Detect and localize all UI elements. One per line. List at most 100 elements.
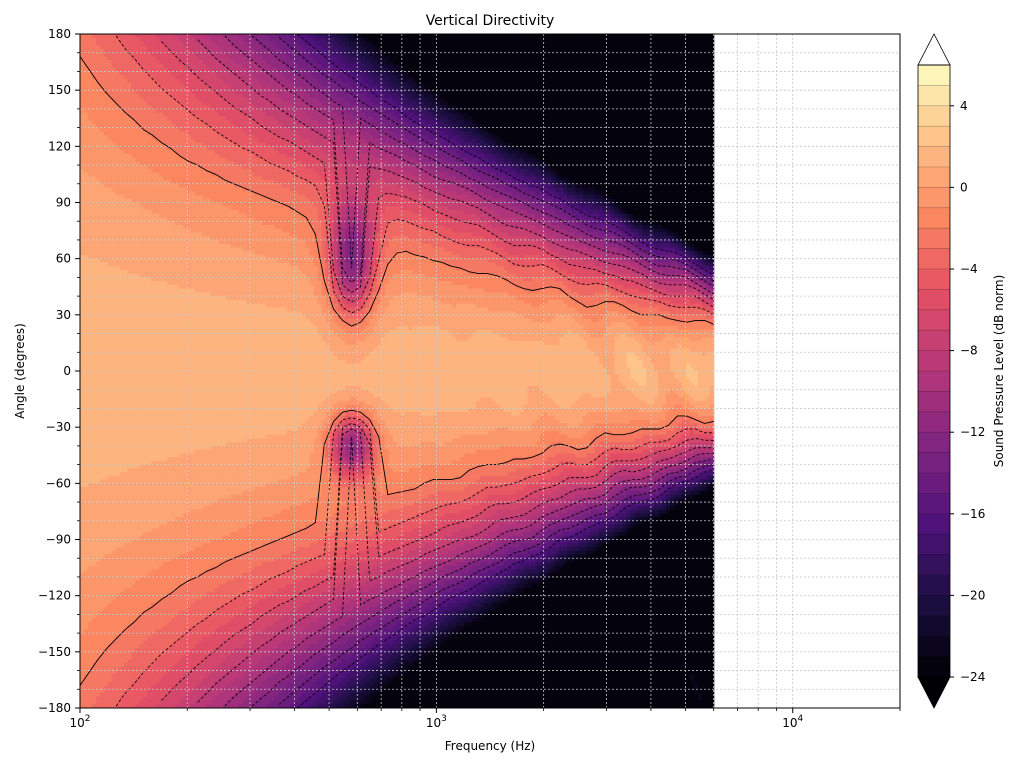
heatmap-cell — [84, 644, 89, 648]
heatmap-cell — [96, 468, 101, 472]
heatmap-cell — [104, 682, 109, 686]
heatmap-cell — [108, 56, 113, 60]
heatmap-cell — [80, 360, 85, 364]
heatmap-cell — [108, 513, 113, 517]
heatmap-cell — [100, 56, 105, 60]
heatmap-cell — [92, 607, 97, 611]
heatmap-cell — [96, 697, 101, 701]
heatmap-cell — [100, 671, 105, 675]
heatmap-cell — [92, 416, 97, 420]
heatmap-cell — [80, 247, 85, 251]
heatmap-cell — [108, 371, 113, 375]
heatmap-cell — [84, 506, 89, 510]
heatmap-cell — [80, 79, 85, 83]
heatmap-cell — [100, 232, 105, 236]
heatmap-cell — [88, 296, 93, 300]
heatmap-cell — [96, 637, 101, 641]
heatmap-cell — [88, 277, 93, 281]
heatmap-cell — [100, 120, 105, 124]
heatmap-cell — [84, 120, 89, 124]
heatmap-cell — [80, 446, 85, 450]
heatmap-cell — [92, 569, 97, 573]
heatmap-cell — [108, 558, 113, 562]
heatmap-cell — [104, 551, 109, 555]
heatmap-cell — [108, 281, 113, 285]
heatmap-cell — [92, 603, 97, 607]
heatmap-cell — [80, 34, 85, 38]
heatmap-cell — [92, 453, 97, 457]
heatmap-cell — [96, 113, 101, 117]
heatmap-cell — [88, 352, 93, 356]
heatmap-cell — [100, 173, 105, 177]
heatmap-cell — [80, 674, 85, 678]
heatmap-cell — [88, 483, 93, 487]
heatmap-cell — [108, 345, 113, 349]
heatmap-cell — [104, 491, 109, 495]
heatmap-cell — [108, 34, 113, 38]
heatmap-cell — [96, 588, 101, 592]
heatmap-cell — [108, 326, 113, 330]
heatmap-cell — [100, 506, 105, 510]
heatmap-cell — [100, 262, 105, 266]
heatmap-cell — [96, 397, 101, 401]
heatmap-cell — [92, 558, 97, 562]
heatmap-cell — [88, 472, 93, 476]
heatmap-cell — [96, 244, 101, 248]
heatmap-cell — [92, 581, 97, 585]
heatmap-cell — [108, 525, 113, 529]
heatmap-cell — [100, 431, 105, 435]
heatmap-cell — [80, 472, 85, 476]
heatmap-cell — [92, 244, 97, 248]
heatmap-cell — [92, 633, 97, 637]
heatmap-cell — [96, 146, 101, 150]
heatmap-cell — [88, 375, 93, 379]
heatmap-cell — [104, 532, 109, 536]
heatmap-cell — [88, 203, 93, 207]
heatmap-cell — [88, 113, 93, 117]
heatmap-cell — [80, 71, 85, 75]
heatmap-cell — [80, 139, 85, 143]
heatmap-cell — [96, 64, 101, 68]
heatmap-cell — [104, 225, 109, 229]
heatmap-cell — [88, 513, 93, 517]
heatmap-cell — [80, 371, 85, 375]
heatmap-cell — [88, 390, 93, 394]
heatmap-cell — [96, 438, 101, 442]
heatmap-cell — [100, 393, 105, 397]
heatmap-cell — [84, 618, 89, 622]
heatmap-cell — [104, 56, 109, 60]
heatmap-cell — [100, 169, 105, 173]
heatmap-cell — [92, 203, 97, 207]
heatmap-cell — [84, 562, 89, 566]
heatmap-cell — [104, 457, 109, 461]
heatmap-cell — [104, 64, 109, 68]
heatmap-cell — [96, 232, 101, 236]
heatmap-cell — [96, 259, 101, 263]
heatmap-cell — [84, 259, 89, 263]
heatmap-cell — [80, 521, 85, 525]
heatmap-cell — [96, 607, 101, 611]
heatmap-cell — [92, 109, 97, 113]
heatmap-cell — [84, 375, 89, 379]
heatmap-cell — [84, 528, 89, 532]
heatmap-cell — [96, 487, 101, 491]
heatmap-cell — [88, 128, 93, 132]
heatmap-cell — [92, 53, 97, 57]
heatmap-cell — [104, 277, 109, 281]
heatmap-cell — [96, 513, 101, 517]
heatmap-cell — [104, 173, 109, 177]
heatmap-cell — [84, 581, 89, 585]
heatmap-cell — [100, 352, 105, 356]
heatmap-cell — [92, 154, 97, 158]
heatmap-cell — [88, 319, 93, 323]
heatmap-cell — [80, 244, 85, 248]
heatmap-cell — [84, 341, 89, 345]
heatmap-cell — [84, 210, 89, 214]
heatmap-cell — [100, 270, 105, 274]
heatmap-cell — [84, 173, 89, 177]
heatmap-cell — [108, 656, 113, 660]
heatmap-cell — [88, 221, 93, 225]
heatmap-cell — [92, 259, 97, 263]
heatmap-cell — [80, 75, 85, 79]
heatmap-cell — [84, 416, 89, 420]
